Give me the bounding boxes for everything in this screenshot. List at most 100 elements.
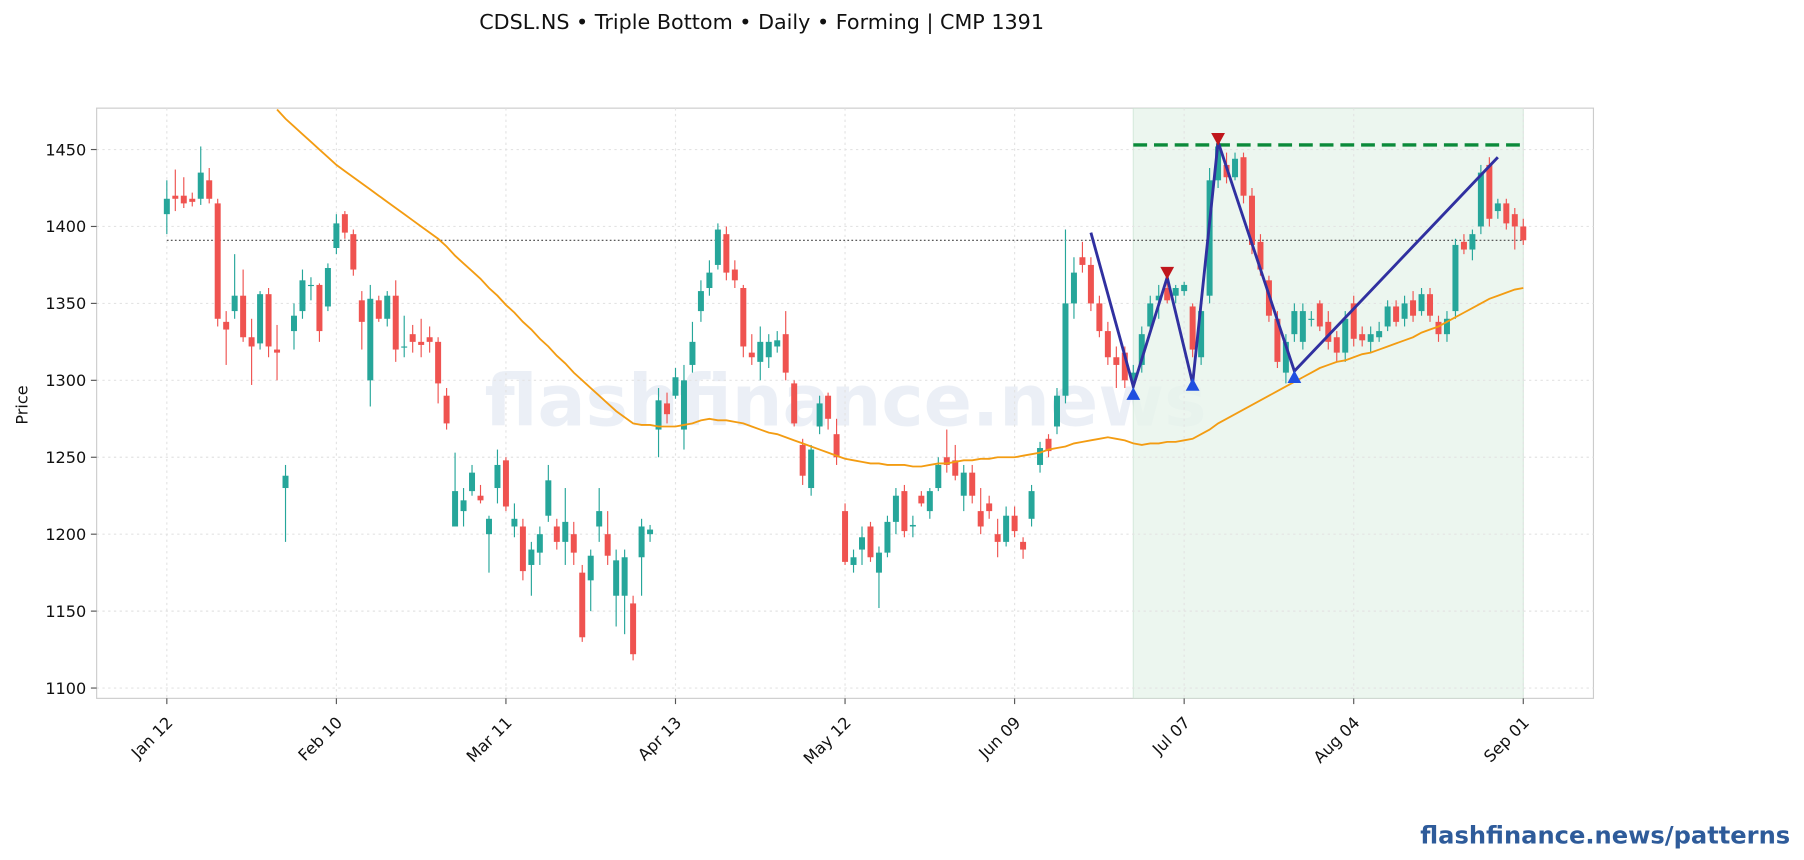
candle-body xyxy=(1333,337,1340,353)
candle-body xyxy=(1181,284,1188,292)
candle-body xyxy=(935,464,942,489)
x-tick-label: Jul 07 xyxy=(1148,713,1194,759)
candle-body xyxy=(825,395,832,419)
candle-body xyxy=(189,198,196,202)
candle-body xyxy=(943,457,950,465)
candle-body xyxy=(248,337,255,347)
candle-body xyxy=(1452,244,1459,312)
x-tick-label: Aug 04 xyxy=(1310,713,1364,767)
candle-body xyxy=(214,203,221,319)
peak-marker xyxy=(1160,266,1175,280)
y-tick-label: 1450 xyxy=(45,140,86,159)
candle-body xyxy=(1282,341,1289,373)
candle-body xyxy=(1384,306,1391,327)
candle-body xyxy=(731,269,738,281)
candle-body xyxy=(1104,331,1111,358)
candle-body xyxy=(1376,331,1383,338)
candle-body xyxy=(477,495,484,501)
candle-body xyxy=(1062,303,1069,396)
candle-body xyxy=(850,557,857,565)
candle-body xyxy=(206,180,213,199)
candle-body xyxy=(1113,357,1120,365)
x-tick-label: Jun 09 xyxy=(974,713,1024,763)
x-tick-label: Apr 13 xyxy=(634,713,685,764)
candle-body xyxy=(409,334,416,342)
candle-body xyxy=(1155,295,1162,301)
candle-body xyxy=(1147,303,1154,327)
y-axis-label: Price xyxy=(13,385,32,424)
candle-body xyxy=(1130,372,1137,381)
candle-body xyxy=(842,511,849,562)
candle-body xyxy=(630,603,637,655)
candle-body xyxy=(1393,306,1400,322)
x-tick-label: Sep 01 xyxy=(1480,713,1533,766)
candle-body xyxy=(401,346,408,348)
candle-body xyxy=(909,524,916,527)
candle-body xyxy=(240,295,247,338)
candle-body xyxy=(341,214,348,233)
x-tick-label: Mar 11 xyxy=(463,713,516,766)
candle-body xyxy=(1079,257,1086,265)
candle-body xyxy=(1308,318,1315,320)
moving-average xyxy=(276,108,1524,468)
candle-body xyxy=(647,529,654,535)
candle-body xyxy=(1020,541,1027,550)
candle-body xyxy=(680,380,687,430)
candle-body xyxy=(1503,203,1510,224)
candle-body xyxy=(172,195,179,199)
trough-marker xyxy=(1185,378,1200,391)
candle-body xyxy=(791,383,798,424)
candle-body xyxy=(1299,311,1306,342)
pattern-zone xyxy=(1132,108,1524,699)
candle-body xyxy=(333,223,340,249)
chart-title: CDSL.NS • Triple Bottom • Daily • Formin… xyxy=(479,10,1044,35)
candle-body xyxy=(435,341,442,384)
candle-body xyxy=(426,337,433,342)
candle-body xyxy=(536,534,543,553)
candle-body xyxy=(257,294,264,344)
candle-body xyxy=(918,495,925,504)
candle-body xyxy=(986,503,993,512)
peak-marker xyxy=(1211,133,1225,146)
candle-body xyxy=(875,552,882,573)
candle-body xyxy=(901,491,908,532)
footer-link: flashfinance.news/patterns xyxy=(1420,821,1790,849)
candle-body xyxy=(384,295,391,319)
candle-body xyxy=(706,272,713,289)
candle-body xyxy=(1240,157,1247,196)
candle-body xyxy=(1477,172,1484,227)
y-tick-label: 1350 xyxy=(45,294,86,313)
candle-body xyxy=(977,511,984,527)
candle-body xyxy=(1350,303,1357,339)
candle-body xyxy=(562,521,569,542)
candle-body xyxy=(1443,318,1450,335)
candle-body xyxy=(892,495,899,522)
candle-body xyxy=(799,444,806,476)
candle-body xyxy=(1367,334,1374,342)
candle-body xyxy=(1028,491,1035,519)
candle-body xyxy=(604,534,611,556)
candle-body xyxy=(545,480,552,516)
candle-body xyxy=(1435,321,1442,335)
candle-body xyxy=(723,234,730,273)
candle-body xyxy=(765,341,772,358)
candle-body xyxy=(1359,334,1366,341)
trough-marker xyxy=(1287,370,1302,384)
y-tick-label: 1300 xyxy=(45,371,86,390)
candle-body xyxy=(613,560,620,596)
candle-body xyxy=(867,526,874,558)
candle-body xyxy=(282,475,289,489)
candle-body xyxy=(1011,515,1018,532)
watermark: flashfinance.news xyxy=(485,360,1207,443)
candle-body xyxy=(1401,303,1408,319)
candle-body xyxy=(163,198,170,215)
x-tick-label: May 12 xyxy=(800,713,855,768)
candle-body xyxy=(969,472,976,496)
candle-body xyxy=(553,526,560,542)
candle-body xyxy=(375,300,382,319)
candle-body xyxy=(418,341,425,345)
candle-body xyxy=(1164,288,1171,301)
candle-body xyxy=(180,195,187,204)
candle-body xyxy=(782,334,789,373)
